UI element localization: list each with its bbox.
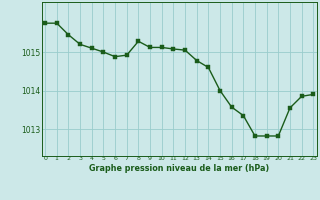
X-axis label: Graphe pression niveau de la mer (hPa): Graphe pression niveau de la mer (hPa) [89,164,269,173]
